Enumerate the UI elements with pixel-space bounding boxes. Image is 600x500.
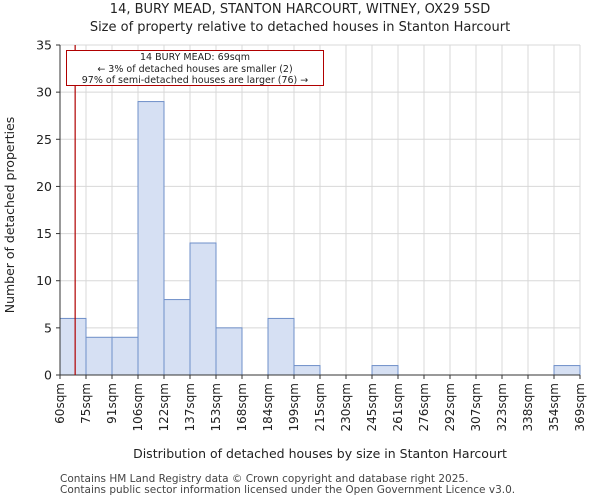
x-tick-label: 153sqm [209,383,223,431]
y-tick-label: 35 [36,38,52,53]
y-tick-label: 5 [44,320,52,335]
y-tick-labels: 0 5 10 15 20 25 30 35 [36,38,60,383]
x-tick-label: 199sqm [287,383,301,431]
x-tick-label: 245sqm [365,383,379,431]
x-tick-label: 91sqm [105,383,119,424]
x-tick-label: 292sqm [443,383,457,431]
x-axis-label: Distribution of detached houses by size … [133,446,507,461]
bar [553,365,581,376]
x-tick-label: 106sqm [131,383,145,431]
x-tick-label: 168sqm [235,383,249,431]
x-tick-label: 230sqm [339,383,353,431]
annotation-line-2: ← 3% of detached houses are smaller (2) [97,63,293,75]
y-tick-label: 10 [36,273,52,288]
x-tick-label: 354sqm [547,383,561,431]
x-tick-label: 75sqm [79,383,93,424]
bar [137,101,165,376]
x-tick-label: 261sqm [391,383,405,431]
chart-title: 14, BURY MEAD, STANTON HARCOURT, WITNEY,… [109,2,491,17]
y-tick-label: 20 [36,179,52,194]
bar [371,365,399,376]
footer-licence: Contains public sector information licen… [60,484,516,496]
bar [293,365,321,376]
bar [189,242,217,376]
y-tick-label: 25 [36,132,52,147]
x-tick-label: 60sqm [53,383,67,424]
annotation-line-3: 97% of semi-detached houses are larger (… [81,75,309,86]
x-tick-label: 338sqm [521,383,535,431]
x-tick-label: 122sqm [157,383,171,431]
gridlines [59,44,581,376]
footer-copyright: Contains HM Land Registry data © Crown c… [60,473,469,485]
y-tick-label: 15 [36,226,52,241]
x-tick-label: 276sqm [417,383,431,431]
x-tick-label: 137sqm [183,383,197,431]
y-tick-label: 30 [36,85,52,100]
bars [59,101,581,376]
y-tick-label: 0 [44,368,52,383]
bar [163,299,191,376]
chart-subtitle: Size of property relative to detached ho… [89,20,511,35]
bar [59,317,87,376]
bar [215,327,243,376]
x-tick-labels: 60sqm 75sqm 91sqm 106sqm 122sqm 137sqm 153sqm 1… [53,375,587,431]
marker-annotation: 14 BURY MEAD: 69sqm ← 3% of detached hou… [66,50,324,86]
x-tick-label: 307sqm [469,383,483,431]
bar [85,336,113,376]
bar [111,336,139,376]
annotation-line-1: 14 BURY MEAD: 69sqm [140,52,250,63]
x-tick-label: 369sqm [573,383,587,431]
x-tick-label: 323sqm [495,383,509,431]
x-tick-label: 215sqm [313,383,327,431]
bar [267,317,295,376]
x-tick-label: 184sqm [261,383,275,431]
y-axis-label: Number of detached properties [2,117,17,314]
